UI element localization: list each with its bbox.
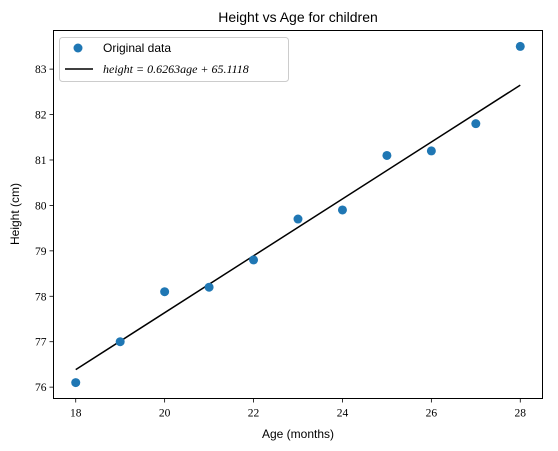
legend: Original data height = 0.6263age + 65.11… [59,37,289,82]
data-point [337,205,347,215]
x-tick-label: 18 [70,408,82,420]
data-point [204,282,214,292]
legend-box [59,37,289,82]
legend-label-original-data: Original data [103,41,171,55]
fit-line-layer [75,84,521,371]
y-tick-label: 81 [35,155,47,167]
x-tick-label: 22 [248,408,260,420]
data-point [515,41,525,51]
data-point [426,146,436,156]
y-tick-label: 78 [35,291,47,303]
x-tick-label: 24 [337,408,349,420]
plot-area-frame [53,30,543,399]
fit-line [75,84,521,371]
scatter-points-layer [71,41,525,388]
y-tick-label: 79 [35,246,47,258]
data-point [160,287,170,297]
y-tick-label: 76 [35,382,47,394]
data-point [471,119,481,129]
legend-scatter-marker [73,43,83,53]
y-tick-label: 83 [35,64,47,76]
x-axis-ticks: 18 20 22 24 26 28 [70,398,527,420]
legend-label-fit-equation: height = 0.6263age + 65.1118 [103,62,249,76]
y-tick-label: 80 [35,200,47,212]
chart-title: Height vs Age for children [218,9,378,25]
data-point [382,150,392,160]
y-axis-label: Height (cm) [8,183,22,245]
y-axis-ticks: 76 77 78 79 80 81 82 83 [35,64,54,394]
x-tick-label: 28 [515,408,527,420]
x-tick-label: 26 [426,408,438,420]
data-point [293,214,303,224]
x-axis-label: Age (months) [262,427,334,441]
y-tick-label: 77 [35,337,47,349]
x-tick-label: 20 [159,408,171,420]
data-point [249,255,259,265]
y-tick-label: 82 [35,110,47,122]
data-point [115,337,125,347]
data-point [71,378,81,388]
